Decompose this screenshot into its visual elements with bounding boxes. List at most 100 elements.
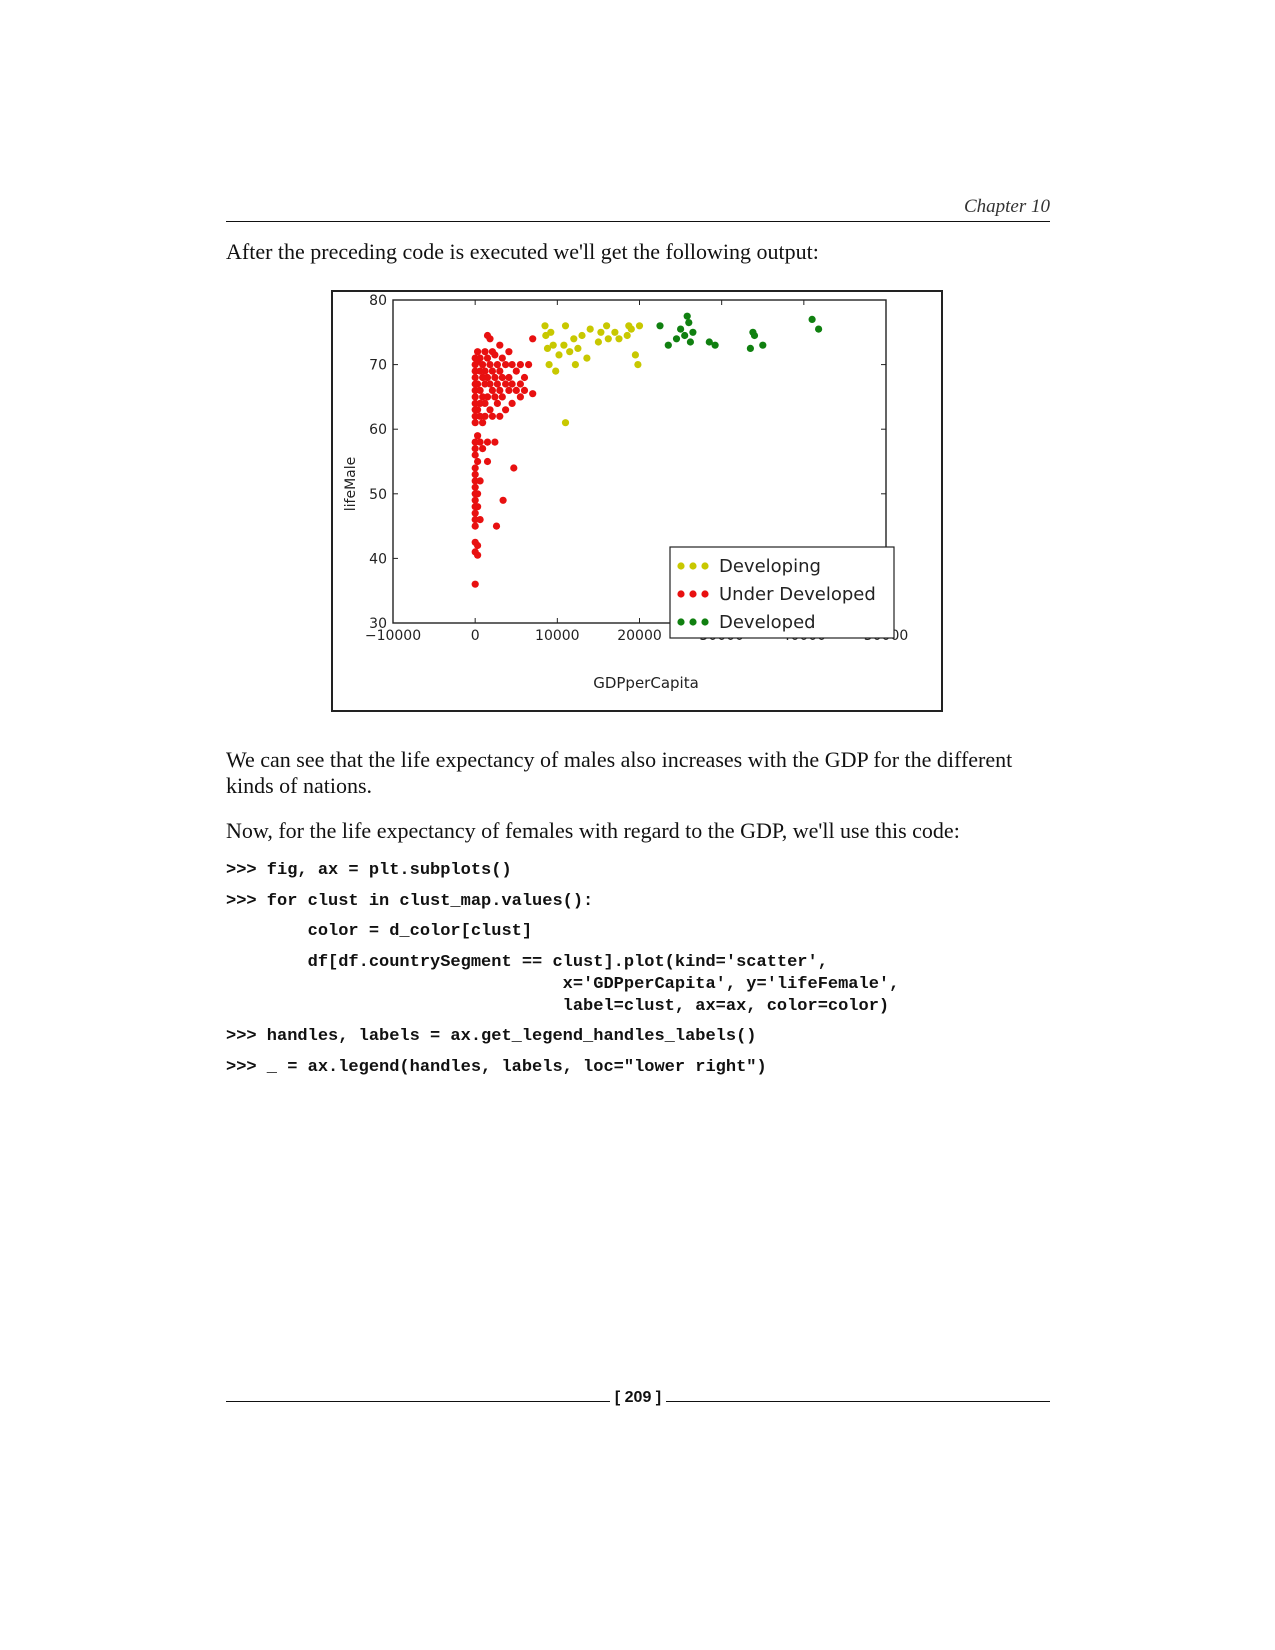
intro-paragraph: After the preceding code is executed we'… [226, 239, 819, 264]
data-point [705, 338, 713, 346]
data-point [491, 351, 499, 359]
data-point [474, 551, 482, 559]
data-point [631, 351, 639, 359]
y-tick-label: 40 [369, 551, 387, 567]
data-point [547, 328, 555, 336]
data-point [561, 322, 570, 330]
data-point [681, 331, 689, 340]
data-point [543, 344, 552, 352]
data-point [683, 312, 691, 320]
data-point [471, 451, 479, 459]
data-point [570, 335, 578, 343]
data-point [471, 464, 479, 472]
code-line: color = d_color[clust] [226, 922, 533, 941]
data-point [488, 367, 496, 375]
data-point [496, 367, 504, 375]
data-point [492, 522, 501, 530]
legend-label: Under Developed [719, 584, 876, 605]
data-point [496, 341, 504, 349]
data-point [486, 335, 494, 343]
legend-marker [689, 562, 697, 570]
data-point [471, 393, 479, 401]
data-point [689, 328, 697, 336]
data-point [474, 432, 482, 440]
data-point [750, 331, 759, 340]
data-point [471, 496, 479, 504]
legend-marker [701, 590, 709, 598]
data-point [508, 361, 516, 369]
page-footer: [ 209 ] [226, 1386, 1050, 1416]
data-point [574, 344, 582, 352]
data-point [505, 348, 513, 356]
data-point [505, 386, 513, 394]
data-point [481, 399, 489, 407]
data-point [479, 361, 487, 369]
data-point [594, 338, 602, 346]
data-point [486, 380, 494, 388]
data-point [611, 328, 619, 336]
data-point [476, 516, 484, 524]
data-point [471, 470, 479, 478]
legend-marker [677, 618, 685, 626]
data-point [604, 335, 612, 343]
data-point [471, 509, 479, 517]
data-point [603, 322, 611, 330]
data-point [493, 361, 501, 369]
data-point [493, 380, 501, 388]
data-point [476, 477, 484, 485]
y-tick-label: 70 [369, 358, 387, 374]
data-point [474, 541, 482, 550]
data-point [555, 351, 563, 359]
data-point [623, 331, 631, 340]
data-point [677, 325, 685, 333]
legend-marker [689, 590, 697, 598]
data-point [520, 373, 529, 382]
x-tick-label: 10000 [535, 628, 580, 644]
data-point [474, 490, 482, 498]
header-rule [226, 221, 1050, 222]
data-point [672, 335, 681, 343]
data-point [491, 373, 499, 382]
data-point [481, 367, 489, 375]
code-line: df[df.countrySegment == clust].plot(kind… [226, 953, 828, 972]
data-point [808, 315, 816, 323]
x-tick-label: 0 [471, 628, 480, 644]
data-point [476, 386, 484, 394]
data-point [491, 438, 499, 446]
data-point [483, 354, 492, 362]
data-point [508, 380, 516, 388]
x-tick-label: 20000 [617, 628, 662, 644]
data-point [520, 386, 529, 394]
legend-label: Developing [719, 556, 821, 577]
data-point [552, 367, 560, 375]
data-point [483, 373, 492, 382]
data-point [561, 419, 570, 427]
data-point [496, 386, 504, 394]
observation-paragraph: We can see that the life expectancy of m… [226, 747, 1013, 798]
data-point [516, 380, 524, 388]
data-point [686, 338, 694, 346]
data-point [499, 496, 507, 504]
footer-rule [226, 1401, 610, 1402]
data-point [498, 373, 506, 382]
data-point [486, 406, 494, 414]
data-point [474, 457, 482, 466]
data-point [493, 399, 501, 407]
data-point [496, 412, 504, 420]
data-point [512, 386, 520, 394]
data-point [483, 438, 492, 446]
y-axis-label: lifeMale [343, 457, 359, 511]
data-point [685, 319, 693, 327]
data-point [479, 419, 487, 427]
data-point [479, 445, 487, 453]
code-line: x='GDPperCapita', y='lifeFemale', [226, 975, 900, 994]
y-tick-label: 80 [369, 293, 387, 309]
data-point [471, 483, 479, 491]
chapter-label: Chapter 10 [963, 196, 1050, 217]
data-point [508, 399, 516, 407]
data-point [474, 380, 482, 388]
code-line: >>> fig, ax = plt.subplots() [226, 861, 512, 880]
data-point [483, 457, 492, 466]
data-point [502, 361, 510, 369]
data-point [516, 393, 524, 401]
